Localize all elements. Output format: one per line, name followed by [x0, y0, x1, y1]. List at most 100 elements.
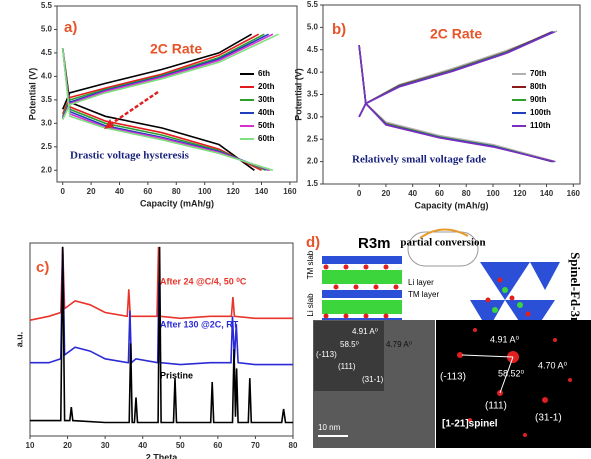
y-tick-label: 2.0	[307, 157, 319, 166]
y-tick-label: 3.0	[41, 118, 53, 127]
panel-label: b)	[332, 21, 346, 38]
conversion-box	[407, 231, 479, 267]
y-axis-label: a.u.	[14, 332, 24, 348]
y-tick-label: 5.0	[41, 25, 53, 34]
y-tick-label: 5.0	[307, 22, 319, 31]
x-tick-label: 140	[255, 187, 269, 196]
li-slab-label: Li slab	[306, 293, 315, 317]
inset-text: 4.79 A⁰	[386, 340, 412, 349]
inset-text: 4.91 A⁰	[352, 327, 378, 336]
legend-label: 50th	[258, 121, 275, 130]
y-tick-label: 4.5	[41, 48, 53, 57]
legend-label: 30th	[258, 95, 275, 104]
legend-label: 90th	[530, 95, 547, 104]
y-tick-label: 5.5	[307, 0, 319, 9]
panel-d: d) R3m partial conversion Spinel-Fd-3m T…	[306, 228, 591, 448]
fft-line	[499, 356, 514, 394]
y-tick-label: 1.5	[307, 179, 319, 188]
x-tick-label: 100	[486, 189, 500, 198]
x-tick-label: 100	[198, 187, 212, 196]
x-tick-label: 140	[540, 189, 554, 198]
series-label: After 130 @2C, RT	[160, 319, 239, 329]
x-axis-label: Capacity (mAh/g)	[140, 198, 214, 208]
x-tick-label: 120	[226, 187, 240, 196]
fft-text: 4.91 A⁰	[490, 334, 520, 344]
tm-slab-label: TM slab	[306, 250, 315, 279]
x-tick-label: 0	[357, 189, 362, 198]
y-tick-label: 3.5	[307, 90, 319, 99]
fft-text: (111)	[485, 401, 507, 412]
x-tick-label: 60	[435, 189, 444, 198]
y-tick-label: 5.5	[41, 1, 53, 10]
inset-text: (111)	[338, 362, 356, 371]
fft-line	[461, 354, 514, 358]
fft-image	[436, 320, 591, 448]
legend-label: 80th	[530, 82, 547, 91]
legend-label: 40th	[258, 108, 275, 117]
panel-label: d)	[306, 234, 320, 251]
x-tick-label: 60	[143, 187, 152, 196]
annotation: Drastic voltage hysteresis	[70, 150, 190, 162]
inset-text: (-113)	[316, 350, 337, 359]
fft-text: 4.70 A⁰	[538, 360, 568, 370]
chart-title: 2C Rate	[150, 41, 202, 57]
conversion-label: partial conversion	[400, 237, 485, 249]
inset-text: (31-1)	[362, 375, 384, 384]
y-axis-label: Potential (V)	[293, 68, 303, 121]
x-tick-label: 40	[115, 187, 124, 196]
hysteresis-arrow	[107, 90, 159, 128]
y-tick-label: 3.5	[41, 95, 53, 104]
inset-text: 58.5⁰	[340, 340, 359, 349]
tem-inset	[314, 321, 384, 391]
structure-label: Spinel-Fd-3m	[568, 252, 583, 328]
y-tick-label: 2.0	[41, 165, 53, 174]
y-tick-label: 4.0	[307, 67, 319, 76]
x-tick-label: 40	[408, 189, 417, 198]
y-axis-label: Potential (V)	[27, 68, 37, 121]
x-tick-label: 80	[289, 441, 298, 450]
x-tick-label: 20	[87, 187, 96, 196]
x-tick-label: 160	[283, 187, 297, 196]
y-tick-label: 2.5	[41, 142, 53, 151]
spinel-structure	[470, 262, 560, 338]
legend-label: 60th	[258, 134, 275, 143]
x-tick-label: 30	[101, 441, 110, 450]
legend-label: 100th	[530, 108, 551, 117]
zone-axis: [1-21]spinel	[442, 419, 498, 430]
structure-label: R3m	[358, 235, 391, 252]
annotation: Relatively small voltage fade	[352, 154, 486, 166]
fft-text: (31-1)	[535, 413, 562, 424]
x-tick-label: 120	[513, 189, 527, 198]
series-label: After 24 @C/4, 50 ⁰C	[160, 276, 247, 286]
chart-title: 2C Rate	[430, 26, 482, 42]
legend-label: 20th	[258, 82, 275, 91]
y-tick-label: 2.5	[307, 134, 319, 143]
fft-text: (-113)	[440, 372, 466, 383]
x-tick-label: 160	[567, 189, 581, 198]
layered-structure	[322, 256, 402, 326]
x-tick-label: 80	[172, 187, 181, 196]
panel-label: c)	[36, 259, 49, 276]
x-tick-label: 20	[63, 441, 72, 450]
x-tick-label: 60	[213, 441, 222, 450]
x-tick-label: 10	[26, 441, 35, 450]
legend-label: 6th	[258, 69, 270, 78]
x-tick-label: 20	[381, 189, 390, 198]
fft-text: 58.52⁰	[498, 368, 525, 378]
x-tick-label: 0	[60, 187, 65, 196]
scale-bar-label: 10 nm	[318, 423, 341, 432]
x-axis-label: Capacity (mAh/g)	[414, 200, 488, 210]
legend-label: 110th	[530, 121, 551, 130]
arrow-head	[104, 119, 114, 129]
li-layer-label: Li layer	[408, 278, 434, 287]
x-tick-label: 80	[462, 189, 471, 198]
x-tick-label: 40	[138, 441, 147, 450]
x-tick-label: 70	[251, 441, 260, 450]
y-tick-label: 3.0	[307, 112, 319, 121]
legend-label: 70th	[530, 69, 547, 78]
x-tick-label: 50	[176, 441, 185, 450]
conversion-arrow	[419, 228, 469, 239]
panel-label: a)	[64, 19, 77, 36]
series-label: Pristine	[160, 370, 193, 380]
